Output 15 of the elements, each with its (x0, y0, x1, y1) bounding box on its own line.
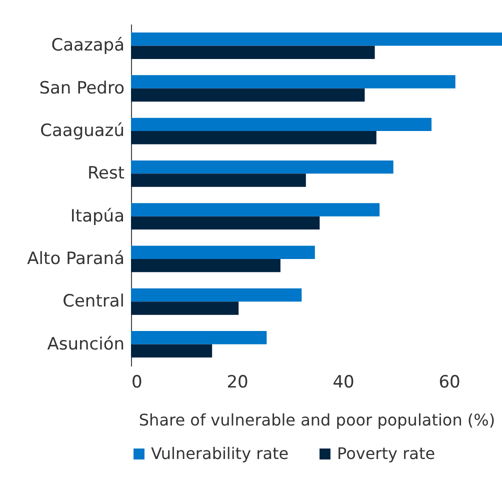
y-tick-label: Rest (87, 164, 125, 184)
x-tick-label: 40 (332, 372, 354, 392)
y-tick-label: Central (62, 292, 124, 312)
legend-label: Vulnerability rate (151, 444, 289, 463)
x-tick-label: 20 (226, 372, 248, 392)
y-tick-label: Asunción (47, 334, 124, 354)
y-tick-label: Caazapá (51, 36, 124, 56)
x-tick-label: 0 (132, 372, 142, 392)
x-axis-title: Share of vulnerable and poor population (%) (138, 410, 496, 430)
y-tick-label: Caaguazú (40, 121, 124, 142)
legend-label: Poverty rate (337, 444, 436, 463)
y-tick-label: Itapúa (70, 206, 124, 226)
y-tick-label: San Pedro (39, 78, 124, 98)
x-tick-label: 60 (438, 372, 460, 392)
y-tick-label: Alto Paraná (27, 248, 124, 269)
